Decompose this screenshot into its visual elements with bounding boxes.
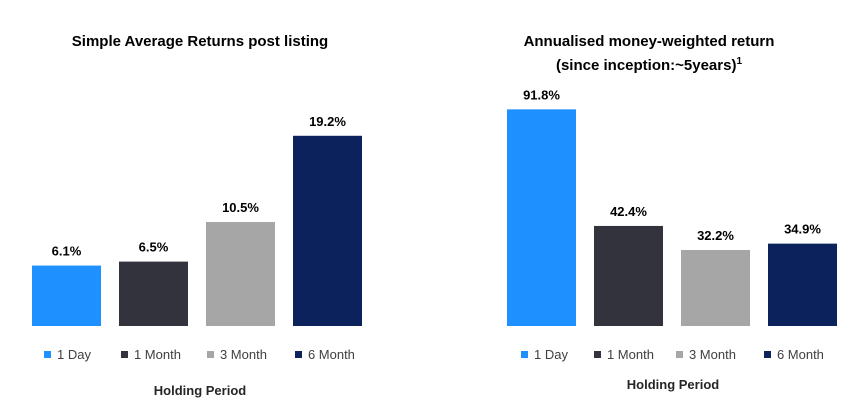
bar-1-month [594,225,663,326]
legend-label: 1 Month [606,347,654,362]
legend-swatch [294,351,302,358]
legend-label: 1 Month [133,347,181,362]
bar-1-day [507,109,576,327]
legend-item-1-day: 1 Day [44,347,91,362]
bar-1-month [119,261,188,326]
left-chart-x-axis-label: Holding Period [153,383,247,398]
legend-swatch [675,351,683,358]
legend-label: 6 Month [307,347,355,362]
right-chart-footnote-marker: 1 [736,56,743,67]
legend-item-1-day: 1 Day [521,347,568,362]
right-chart-legend: 1 Day 1 Month 3 Month 6 Month [521,347,824,362]
left-chart-plot: 6.1% 6.5% 10.5% 19.2% [32,114,362,326]
legend-swatch [593,351,601,358]
right-chart-panel: Annualised money-weighted return (since … [433,0,865,412]
right-chart-x-axis-label: Holding Period [626,377,720,392]
legend-label: 1 Day [534,347,568,362]
bar-6-month [768,243,837,326]
legend-swatch [763,351,771,358]
left-chart-legend: 1 Day 1 Month 3 Month 6 Month [44,347,355,362]
data-label-1-day: 91.8% [523,87,560,102]
legend-item-1-month: 1 Month [593,347,654,362]
data-label-1-month: 6.5% [139,240,169,255]
left-chart-title: Simple Average Returns post listing [0,32,400,52]
right-chart-subtitle-text: (since inception:~5years) [555,57,737,74]
data-label-1-day: 6.1% [52,244,82,259]
legend-label: 3 Month [688,347,736,362]
legend-swatch [521,351,528,358]
left-chart-title-text: Simple Average Returns post listing [71,33,329,50]
legend-item-3-month: 3 Month [206,347,267,362]
left-chart-panel: Simple Average Returns post listing 6.1%… [0,0,432,412]
legend-swatch [44,351,51,358]
bar-6-month [293,135,362,326]
right-chart-plot: 91.8% 42.4% 32.2% 34.9% [507,87,837,327]
bar-1-day [32,265,101,326]
data-label-3-month: 10.5% [222,200,259,215]
legend-label: 3 Month [219,347,267,362]
bar-3-month [681,250,750,326]
legend-item-1-month: 1 Month [120,347,181,362]
legend-item-3-month: 3 Month [675,347,736,362]
data-label-6-month: 19.2% [309,114,346,129]
legend-swatch [206,351,214,358]
data-label-1-month: 42.4% [610,204,647,219]
data-label-3-month: 32.2% [697,228,734,243]
bar-3-month [206,221,275,326]
right-chart-title: Annualised money-weighted return (since … [433,32,865,76]
legend-item-6-month: 6 Month [294,347,355,362]
data-label-6-month: 34.9% [784,222,821,237]
legend-swatch [120,351,128,358]
right-chart-title-text: Annualised money-weighted return [523,33,775,50]
legend-label: 6 Month [776,347,824,362]
legend-label: 1 Day [57,347,91,362]
legend-item-6-month: 6 Month [763,347,824,362]
